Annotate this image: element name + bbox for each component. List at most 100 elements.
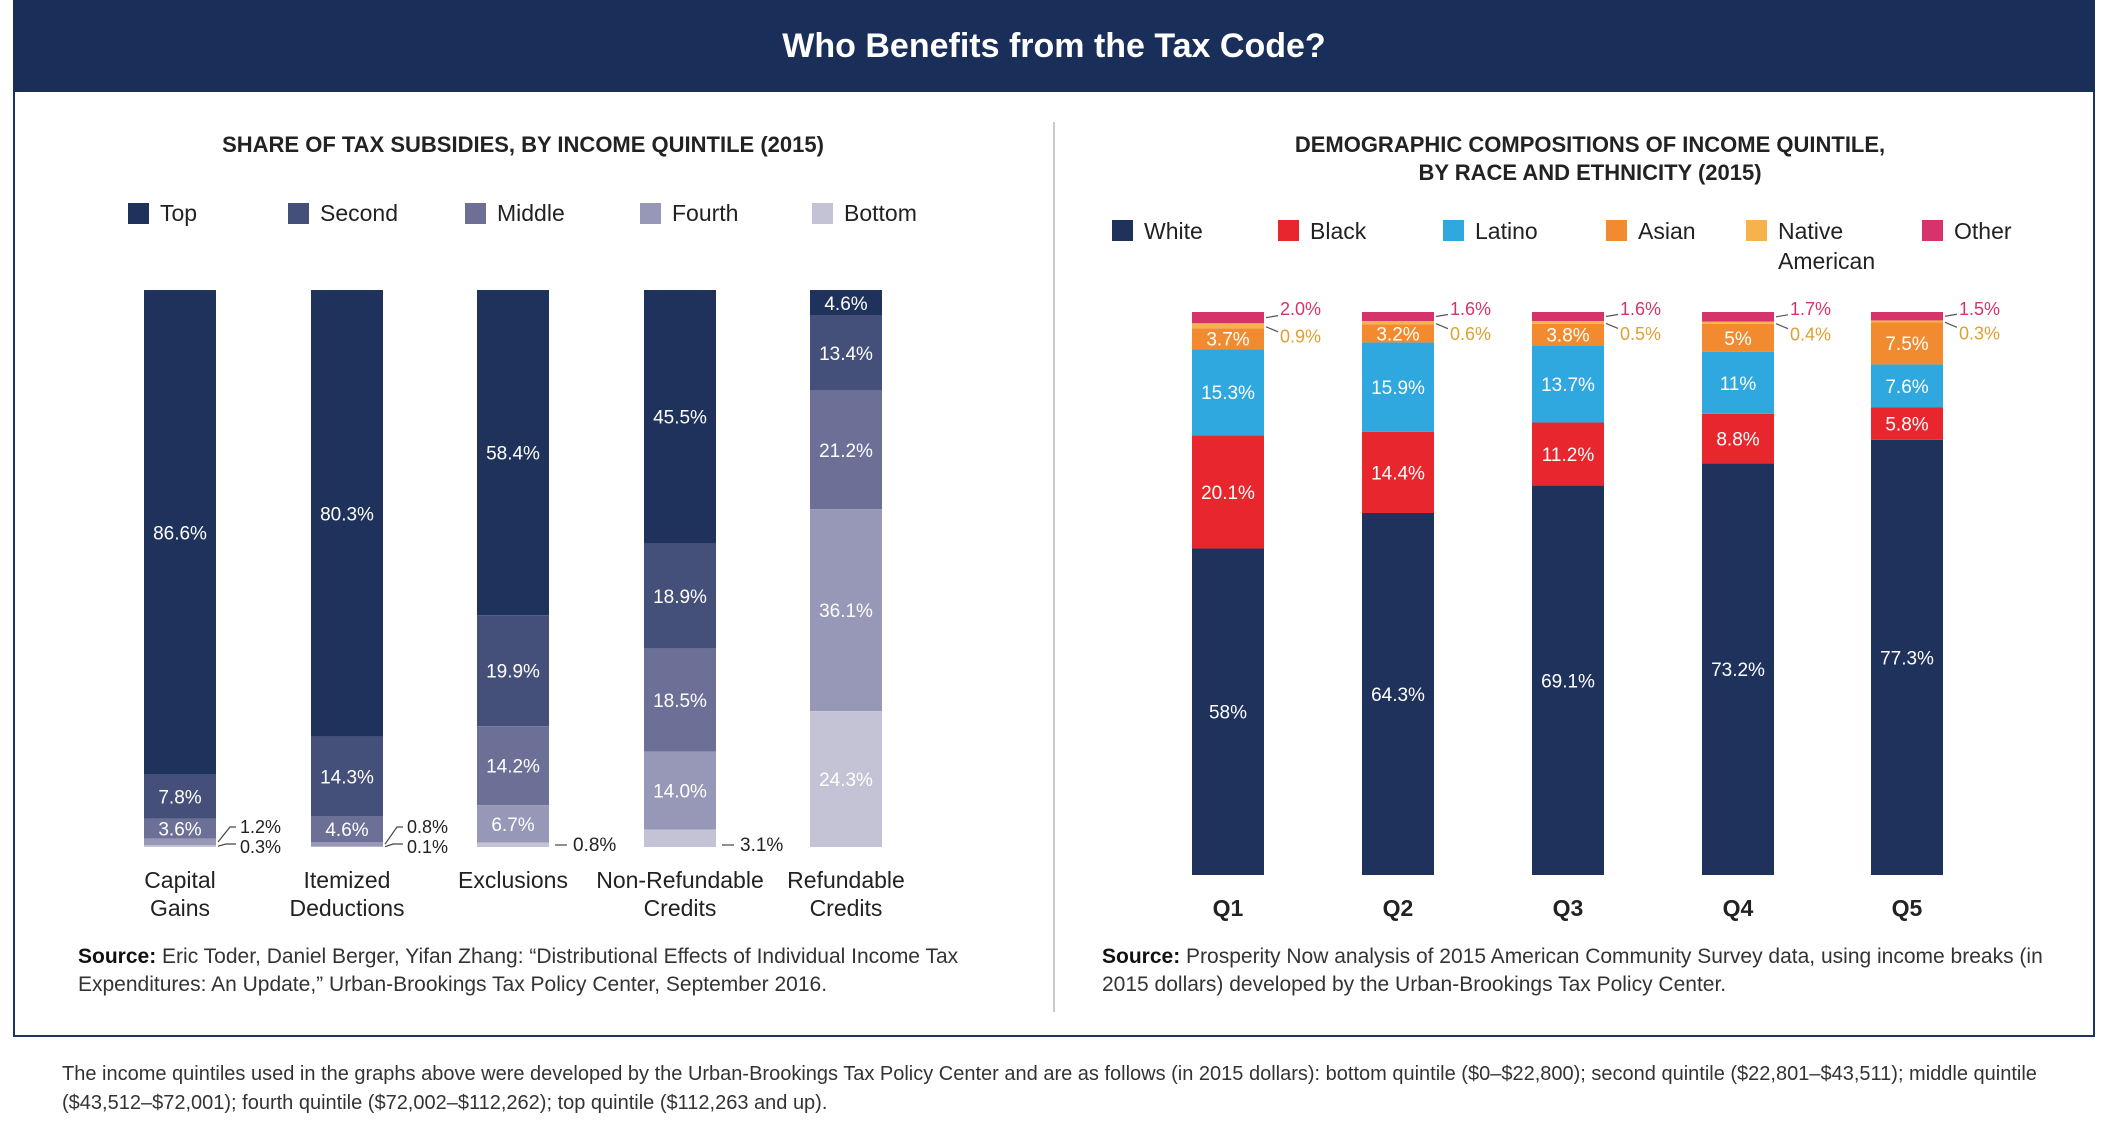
bar-segment-second	[644, 543, 716, 649]
bar-segment-asian	[1871, 322, 1943, 365]
callout-line	[384, 826, 403, 845]
legend-label-white: White	[1144, 218, 1203, 244]
category-label: Q5	[1892, 895, 1923, 921]
data-label-white: 73.2%	[1711, 660, 1765, 681]
data-label-white: 64.3%	[1371, 685, 1425, 706]
left-source-label: Source:	[78, 945, 157, 968]
callout-label-other: 1.5%	[1959, 299, 2000, 319]
data-label-top: 45.5%	[653, 408, 707, 429]
header-banner: Who Benefits from the Tax Code?	[13, 0, 2095, 92]
data-label-latino: 13.7%	[1541, 375, 1595, 396]
bar-segment-other	[1702, 312, 1774, 322]
legend-swatch-black	[1278, 220, 1299, 241]
data-label-black: 20.1%	[1201, 483, 1255, 504]
legend-swatch-other	[1922, 220, 1943, 241]
bar-segment-black	[1362, 431, 1434, 513]
data-label-latino: 15.9%	[1371, 378, 1425, 399]
bar-segment-middle	[311, 816, 383, 842]
data-label-second: 14.3%	[320, 768, 374, 789]
bar-segment-native-american	[1871, 320, 1943, 323]
category-label: Capital Gains	[144, 867, 216, 921]
bar-segment-latino	[1871, 364, 1943, 408]
callout-label-native-american: 0.5%	[1620, 324, 1661, 344]
legend-label-other: Other	[1954, 218, 2012, 244]
legend-swatch-second	[288, 203, 309, 224]
legend-label-asian: Asian	[1638, 218, 1696, 244]
legend-label-native-american: Native American	[1778, 218, 1875, 274]
bar-segment-middle	[644, 648, 716, 752]
bar-segment-other	[1362, 312, 1434, 322]
data-label-second: 19.9%	[486, 662, 540, 683]
data-label-latino: 15.3%	[1201, 383, 1255, 404]
callout-label-other: 1.6%	[1450, 299, 1491, 319]
bar-segment-other	[1192, 312, 1264, 324]
bar-segment-bottom	[311, 846, 383, 847]
legend-swatch-fourth	[640, 203, 661, 224]
callout-label-fourth: 1.2%	[240, 817, 281, 837]
bar-segment-middle	[477, 726, 549, 806]
bar-segment-middle	[810, 390, 882, 510]
data-label-fourth: 36.1%	[819, 601, 873, 622]
data-label-top: 4.6%	[824, 294, 867, 315]
callout-line	[1944, 313, 1958, 317]
category-label: Exclusions	[458, 867, 568, 893]
data-label-black: 8.8%	[1716, 430, 1759, 451]
footnote: The income quintiles used in the graphs …	[62, 1063, 2037, 1114]
data-label-middle: 21.2%	[819, 441, 873, 462]
bar-segment-white	[1871, 439, 1943, 875]
data-label-white: 77.3%	[1880, 648, 1934, 669]
bar-segment-top	[144, 290, 216, 775]
bar-segment-bottom	[810, 711, 882, 847]
data-label-middle: 18.5%	[653, 691, 707, 712]
data-label-fourth: 6.7%	[491, 815, 534, 836]
data-label-asian: 3.7%	[1206, 330, 1249, 351]
legend-label-second: Second	[320, 200, 398, 226]
bar-segment-black	[1871, 407, 1943, 440]
bar-segment-white	[1192, 548, 1264, 875]
bar-segment-asian	[1362, 324, 1434, 343]
data-label-white: 69.1%	[1541, 671, 1595, 692]
callout-label-other: 1.6%	[1620, 299, 1661, 319]
legend-swatch-top	[128, 203, 149, 224]
bar-segment-bottom	[644, 829, 716, 847]
bar-segment-fourth	[477, 805, 549, 843]
bar-segment-top	[311, 290, 383, 737]
bar-segment-fourth	[311, 841, 383, 847]
panel-divider	[1053, 122, 1055, 1012]
data-label-middle: 14.2%	[486, 757, 540, 778]
callout-line	[1605, 313, 1619, 318]
right-source-text: Prosperity Now analysis of 2015 American…	[1102, 945, 2043, 996]
data-label-top: 80.3%	[320, 504, 374, 525]
data-label-second: 7.8%	[158, 788, 201, 809]
callout-line	[1435, 313, 1449, 318]
legend-label-fourth: Fourth	[672, 200, 738, 226]
left-chart-title: SHARE OF TAX SUBSIDIES, BY INCOME QUINTI…	[222, 132, 824, 157]
callout-label-other: 2.0%	[1280, 299, 1321, 319]
data-label-asian: 5%	[1724, 329, 1752, 350]
data-label-white: 58%	[1209, 703, 1247, 724]
bar-segment-white	[1532, 485, 1604, 875]
right-source: Source: Prosperity Now analysis of 2015 …	[1102, 943, 2062, 999]
category-label: Refundable Credits	[787, 867, 905, 921]
callout-line	[1775, 314, 1789, 318]
callout-line	[217, 826, 236, 843]
legend-swatch-middle	[465, 203, 486, 224]
callout-label-bottom: 0.8%	[573, 835, 616, 856]
callout-line	[217, 843, 236, 847]
bar-segment-other	[1871, 312, 1943, 321]
data-label-top: 86.6%	[153, 523, 207, 544]
legend-swatch-white	[1112, 220, 1133, 241]
bar-segment-second	[144, 774, 216, 819]
callout-label-bottom: 0.3%	[240, 837, 281, 857]
bar-segment-top	[810, 290, 882, 316]
bar-segment-other	[1532, 312, 1604, 322]
category-label: Non-Refundable Credits	[596, 867, 764, 921]
callout-label-bottom: 0.1%	[407, 837, 448, 857]
bar-segment-asian	[1532, 323, 1604, 346]
bar-segment-bottom	[477, 842, 549, 847]
callout-line	[1435, 323, 1449, 330]
category-label: Q4	[1723, 895, 1754, 921]
legend-label-middle: Middle	[497, 200, 565, 226]
left-source-text: Eric Toder, Daniel Berger, Yifan Zhang: …	[78, 945, 959, 996]
